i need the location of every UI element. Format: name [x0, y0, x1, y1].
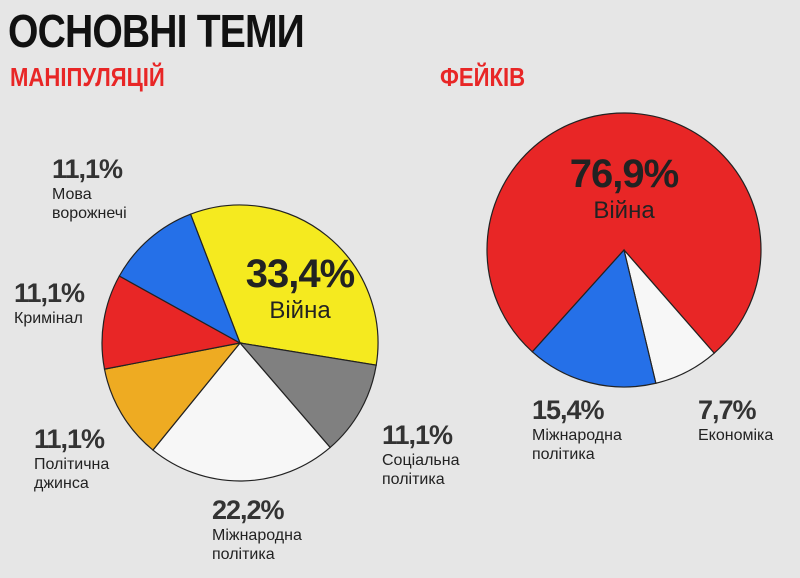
slice-label: 11,1% Політична джинса [34, 424, 142, 493]
pie-slice [189, 204, 379, 366]
value-label: 11,1% [14, 278, 85, 308]
category-label: Мова ворожнечі [52, 186, 127, 223]
chart-title: МАНІПУЛЯЦІЙ [10, 62, 165, 92]
pie-slice [118, 213, 242, 345]
pie-slice [152, 342, 332, 482]
category-label: Міжнародна політика [212, 527, 302, 564]
slice-label: 22,2% Міжнародна політика [212, 495, 320, 564]
pie-slice [103, 342, 242, 451]
category-label: Міжнародна політика [532, 427, 622, 464]
value-label: 33,4% [245, 252, 355, 296]
slice-label: 33,4% Війна [245, 252, 355, 326]
pie-slice [486, 112, 762, 354]
pie-slice [101, 275, 242, 370]
slice-label: 11,1% Соціальна політика [382, 420, 490, 489]
value-label: 7,7% [698, 395, 757, 425]
pie-slice [531, 248, 657, 388]
value-label: 15,4% [532, 395, 605, 425]
slice-label: 7,7% Економіка [698, 395, 800, 445]
slice-label: 11,1% Мова ворожнечі [52, 154, 160, 223]
value-label: 11,1% [52, 154, 123, 184]
category-label: Економіка [698, 427, 774, 444]
chart-title: ФЕЙКІВ [440, 62, 526, 92]
slice-label: 76,9% Війна [569, 152, 679, 226]
value-label: 11,1% [34, 424, 105, 454]
value-label: 22,2% [212, 495, 285, 525]
value-label: 11,1% [382, 420, 453, 450]
category-label: Політична джинса [34, 456, 110, 493]
category-label: Кримінал [14, 310, 83, 327]
slice-label: 15,4% Міжнародна політика [532, 395, 640, 464]
category-label: Війна [269, 297, 331, 324]
category-label: Соціальна політика [382, 452, 460, 489]
page-title: ОСНОВНІ ТЕМИ [8, 5, 305, 57]
pie-slice [238, 342, 377, 449]
category-label: Війна [593, 197, 655, 224]
slice-label: 11,1% Кримінал [14, 278, 122, 328]
value-label: 76,9% [569, 152, 679, 196]
